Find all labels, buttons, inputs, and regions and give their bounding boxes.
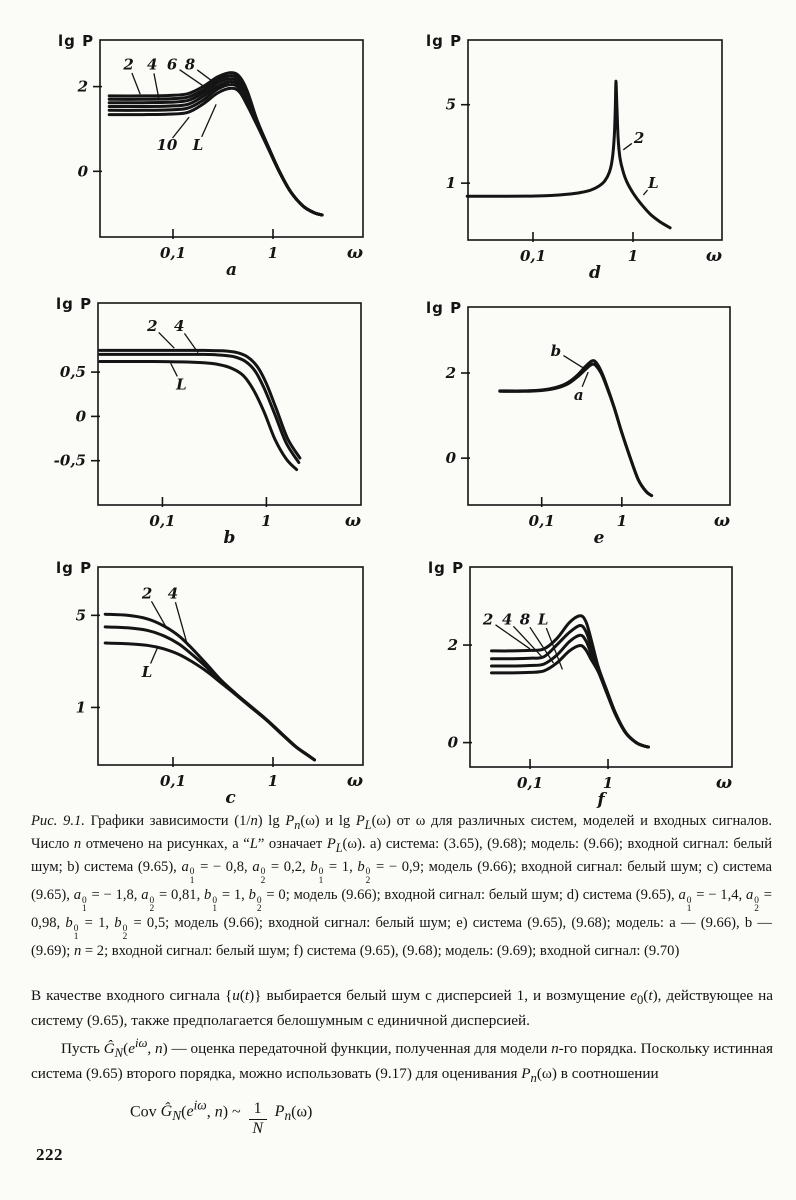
svg-text:2: 2	[146, 317, 157, 335]
svg-text:f: f	[596, 790, 607, 810]
svg-text:2: 2	[447, 636, 458, 654]
svg-text:2: 2	[633, 129, 644, 147]
svg-text:0: 0	[76, 407, 87, 425]
svg-text:4: 4	[502, 611, 512, 629]
svg-text:2: 2	[482, 611, 493, 629]
svg-text:e: e	[594, 528, 605, 548]
svg-text:10: 10	[157, 136, 178, 154]
svg-text:a: a	[226, 260, 237, 280]
svg-text:b: b	[551, 342, 562, 360]
svg-text:0,1: 0,1	[149, 512, 175, 530]
plot-d: 5 1 0,1 1 lg P ω d 2 L	[426, 32, 723, 283]
svg-text:2: 2	[77, 78, 88, 96]
svg-text:L: L	[647, 174, 659, 192]
svg-text:0,1: 0,1	[160, 244, 186, 262]
figure-caption: Рис. 9.1. Графики зависимости (1/n) lg P…	[31, 813, 773, 960]
svg-text:8: 8	[185, 56, 196, 74]
svg-text:8: 8	[520, 611, 531, 629]
svg-text:4: 4	[174, 317, 184, 335]
svg-text:c: c	[225, 788, 236, 808]
svg-text:5: 5	[446, 96, 456, 114]
svg-text:L: L	[537, 611, 549, 629]
svg-text:lg P: lg P	[426, 32, 462, 50]
svg-text:lg P: lg P	[58, 32, 94, 50]
svg-text:0: 0	[446, 449, 457, 467]
svg-text:0,5: 0,5	[60, 363, 86, 381]
svg-text:L: L	[141, 663, 153, 681]
svg-text:1: 1	[603, 774, 613, 792]
svg-text:0,1: 0,1	[160, 772, 186, 790]
svg-text:L: L	[192, 136, 204, 154]
svg-text:1: 1	[617, 512, 627, 530]
svg-text:2: 2	[122, 56, 133, 74]
svg-text:a: a	[574, 386, 584, 404]
svg-text:ω: ω	[714, 511, 730, 531]
svg-text:lg P: lg P	[56, 559, 92, 577]
plot-b: 0,5 0 -0,5 0,1 1 lg P ω b 2 4 L	[54, 295, 362, 548]
svg-text:4: 4	[168, 584, 178, 602]
svg-text:ω: ω	[716, 773, 732, 793]
plot-c: 5 1 0,1 1 lg P ω c 2 4 L	[56, 559, 364, 808]
svg-text:lg P: lg P	[428, 559, 464, 577]
svg-text:-0,5: -0,5	[54, 452, 86, 470]
page-number: 222	[36, 1145, 63, 1164]
svg-text:1: 1	[76, 698, 86, 716]
svg-text:d: d	[589, 263, 601, 283]
svg-text:ω: ω	[345, 511, 361, 531]
svg-text:4: 4	[147, 56, 157, 74]
svg-text:0: 0	[78, 162, 89, 180]
svg-text:1: 1	[268, 772, 278, 790]
svg-text:1: 1	[261, 512, 271, 530]
svg-text:b: b	[224, 528, 236, 548]
svg-text:L: L	[175, 376, 187, 394]
svg-text:0,1: 0,1	[517, 774, 543, 792]
svg-text:ω: ω	[347, 771, 363, 791]
svg-text:2: 2	[141, 584, 152, 602]
svg-text:lg P: lg P	[426, 299, 462, 317]
svg-text:ω: ω	[706, 246, 722, 266]
plot-e: 2 0 0,1 1 lg P ω e b a	[426, 299, 731, 548]
svg-text:2: 2	[445, 364, 456, 382]
svg-text:5: 5	[76, 606, 86, 624]
svg-text:0,1: 0,1	[529, 512, 555, 530]
svg-text:lg P: lg P	[56, 295, 92, 313]
body-paragraph-1: В качестве входного сигнала {u(t)} выбир…	[31, 987, 774, 1029]
svg-text:0,1: 0,1	[520, 247, 546, 265]
svg-text:1: 1	[446, 174, 456, 192]
svg-text:1: 1	[268, 244, 278, 262]
body-paragraph-2: Пусть ĜN(eiω, n) — оценка передаточной ф…	[31, 1036, 773, 1085]
svg-text:1: 1	[628, 247, 638, 265]
svg-text:6: 6	[167, 56, 178, 74]
svg-text:0: 0	[448, 734, 459, 752]
svg-text:ω: ω	[347, 243, 363, 263]
